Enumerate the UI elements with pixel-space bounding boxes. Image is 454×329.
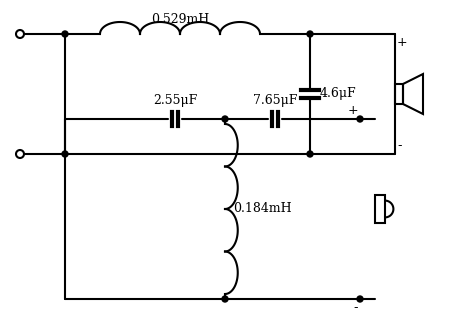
Circle shape [222,116,228,122]
Circle shape [62,31,68,37]
Text: 0.529mH: 0.529mH [151,13,209,26]
Text: 4.6μF: 4.6μF [320,88,357,100]
Circle shape [357,296,363,302]
Circle shape [222,296,228,302]
Circle shape [357,116,363,122]
Circle shape [16,150,24,158]
Text: +: + [347,104,358,117]
Text: +: + [397,36,408,49]
Text: 7.65μF: 7.65μF [253,94,297,107]
Polygon shape [375,195,385,223]
Circle shape [62,151,68,157]
Text: 2.55μF: 2.55μF [153,94,197,107]
Circle shape [307,151,313,157]
Circle shape [16,30,24,38]
Text: -: - [397,139,401,152]
Circle shape [307,31,313,37]
Text: -: - [354,301,358,314]
Text: 0.184mH: 0.184mH [233,203,291,215]
